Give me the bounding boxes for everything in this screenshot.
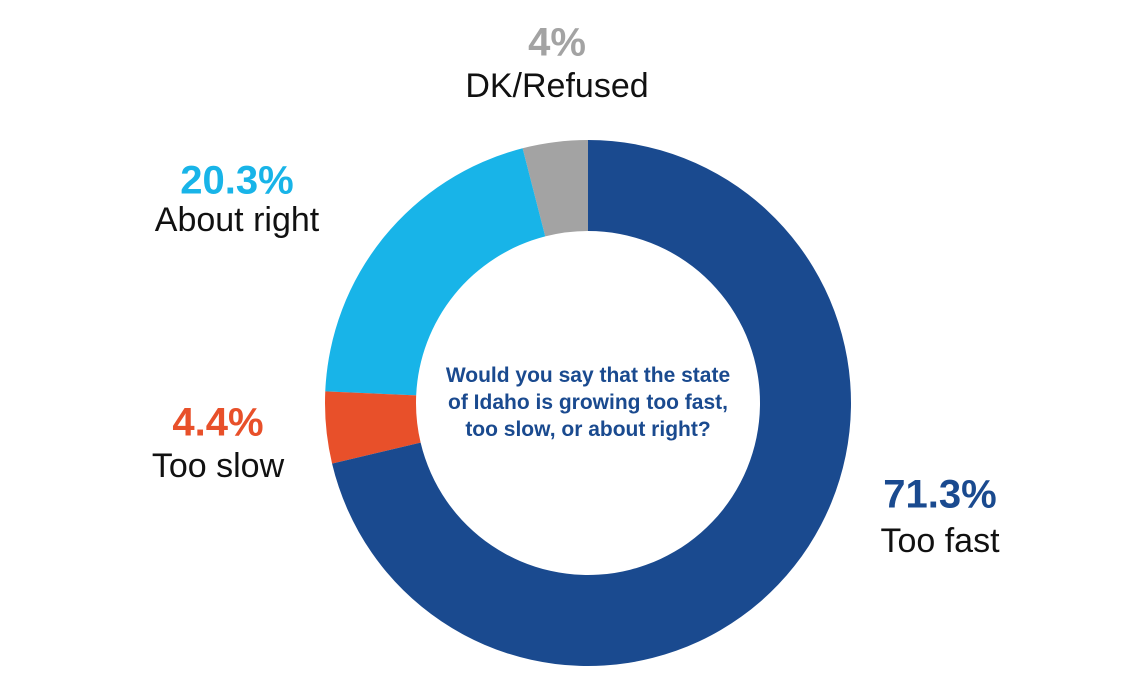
value-label: 4% xyxy=(528,21,586,65)
donut-slice xyxy=(325,391,421,464)
category-label: Too fast xyxy=(880,522,1000,560)
donut-slice xyxy=(332,140,852,666)
value-label: 20.3% xyxy=(180,159,293,203)
center-question: Would you say that the state of Idaho is… xyxy=(445,363,731,442)
value-label: 4.4% xyxy=(172,401,263,445)
value-label: 71.3% xyxy=(883,473,996,517)
chart-title: Would you say that the state of Idaho is… xyxy=(445,363,731,442)
category-label: DK/Refused xyxy=(465,67,648,105)
category-label: About right xyxy=(155,201,320,239)
category-label: Too slow xyxy=(152,447,285,485)
donut-slice xyxy=(522,140,588,237)
donut-slice xyxy=(325,148,546,396)
